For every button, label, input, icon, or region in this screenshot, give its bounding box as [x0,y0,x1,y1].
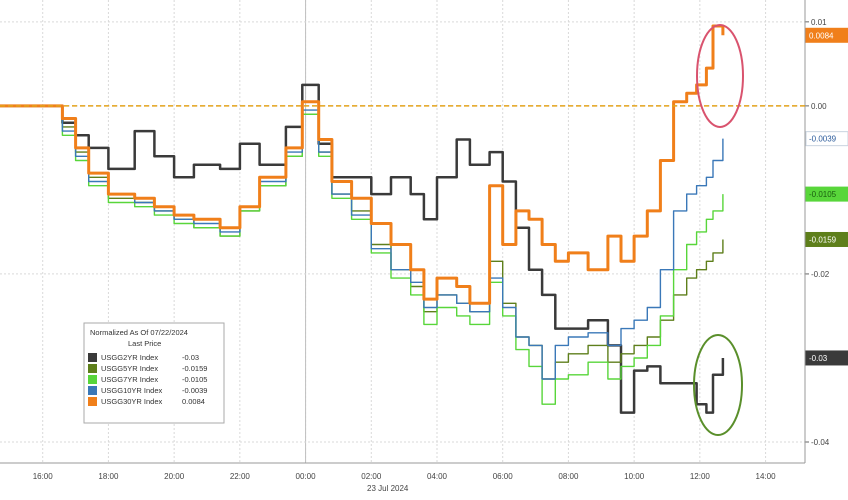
last-value-label: -0.03 [809,354,828,363]
x-tick-label: 10:00 [624,472,645,481]
legend-series-value: -0.0105 [182,375,207,384]
last-value-tag [805,131,848,147]
x-axis-label: 23 Jul 2024 [367,484,409,493]
legend-series-name: USGG30YR Index [101,397,163,406]
legend-box [83,322,225,424]
x-tick-label: 06:00 [493,472,514,481]
y-tick-label: -0.02 [811,270,830,279]
legend-series-value: -0.03 [182,353,199,362]
legend-series-value: 0.0084 [182,397,205,406]
series-line-usgg30yr [0,24,725,305]
last-value-label: -0.0105 [809,190,837,199]
y-tick-label: 0.01 [811,18,827,27]
legend-swatch [88,364,97,373]
annotation-circle [696,24,744,128]
legend-swatch [88,386,97,395]
y-tick-label: -0.04 [811,438,830,447]
legend-swatch [88,397,97,406]
last-value-tag [805,350,848,366]
last-value-label: -0.0159 [809,235,837,244]
x-tick-label: 16:00 [33,472,54,481]
x-tick-label: 12:00 [690,472,711,481]
x-tick-label: 04:00 [427,472,448,481]
y-tick-label: 0.00 [811,102,827,111]
legend-swatch [88,353,97,362]
x-tick-label: 22:00 [230,472,251,481]
legend-swatch [88,375,97,384]
legend-title: Normalized As Of 07/22/2024 [90,328,188,337]
last-value-label: 0.0084 [809,31,834,40]
x-tick-label: 20:00 [164,472,185,481]
series-line-usgg2yr [0,83,725,414]
last-value-label: -0.0039 [809,135,837,144]
annotation-circle [693,334,743,436]
x-tick-label: 00:00 [296,472,317,481]
last-value-tag [805,186,848,202]
x-tick-label: 08:00 [558,472,579,481]
x-tick-label: 14:00 [756,472,777,481]
legend-series-name: USGG10YR Index [101,386,163,395]
last-value-tag [805,27,848,43]
legend-series-name: USGG7YR Index [101,375,158,384]
legend-series-name: USGG5YR Index [101,364,158,373]
x-tick-label: 02:00 [361,472,382,481]
legend-subtitle: Last Price [128,339,161,348]
legend-series-value: -0.0039 [182,386,207,395]
legend-series-value: -0.0159 [182,364,207,373]
legend-series-name: USGG2YR Index [101,353,158,362]
x-tick-label: 18:00 [98,472,119,481]
last-value-tag [805,231,848,247]
